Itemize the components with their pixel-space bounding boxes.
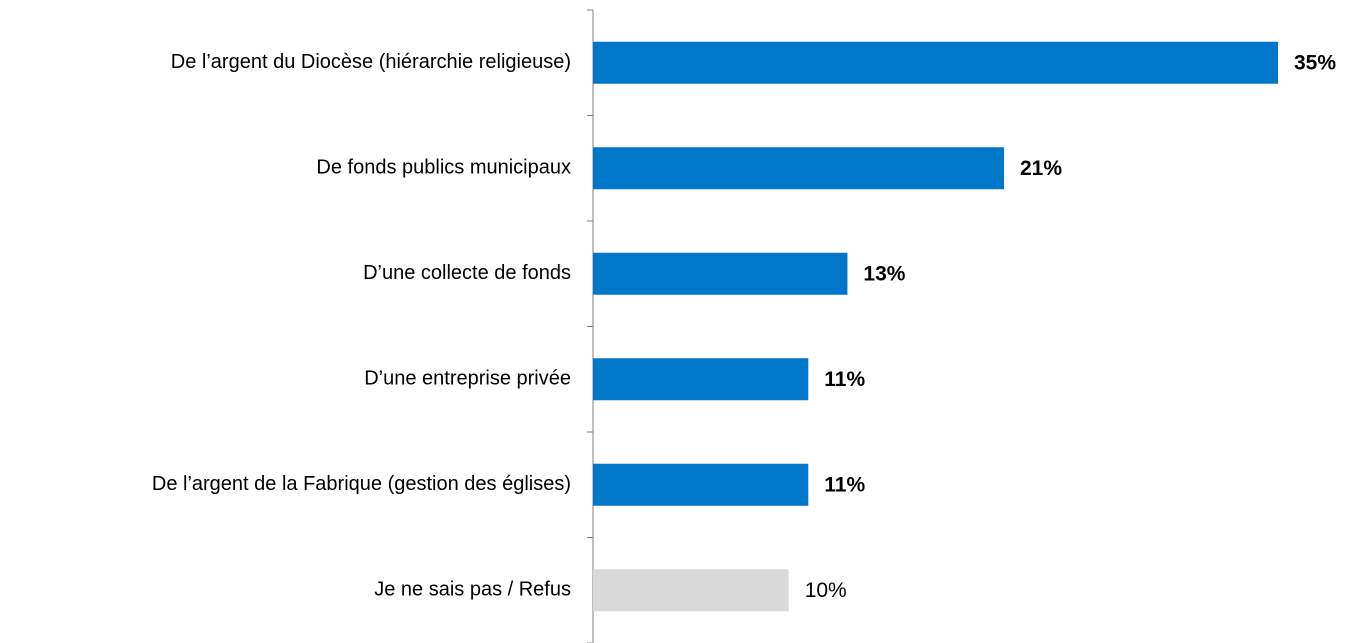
value-label: 11%: [824, 368, 865, 391]
value-label: 35%: [1294, 51, 1336, 74]
value-label: 11%: [824, 473, 865, 496]
value-label: 10%: [805, 579, 847, 602]
bar: [593, 252, 848, 295]
bar: [593, 358, 809, 401]
y-tick-label: De fonds publics municipaux: [316, 157, 571, 179]
y-tick-label: Je ne sais pas / Refus: [374, 579, 571, 601]
bar: [593, 463, 809, 506]
value-label: 21%: [1020, 157, 1062, 180]
y-tick-label: De l’argent du Diocèse (hiérarchie relig…: [171, 51, 571, 73]
bar: [593, 569, 789, 612]
bar: [593, 147, 1004, 190]
bar: [593, 41, 1278, 84]
value-label: 13%: [863, 262, 905, 285]
y-tick-label: D’une collecte de fonds: [363, 262, 571, 284]
y-tick-label: D’une entreprise privée: [364, 368, 571, 390]
y-tick-label: De l’argent de la Fabrique (gestion des …: [152, 473, 571, 495]
